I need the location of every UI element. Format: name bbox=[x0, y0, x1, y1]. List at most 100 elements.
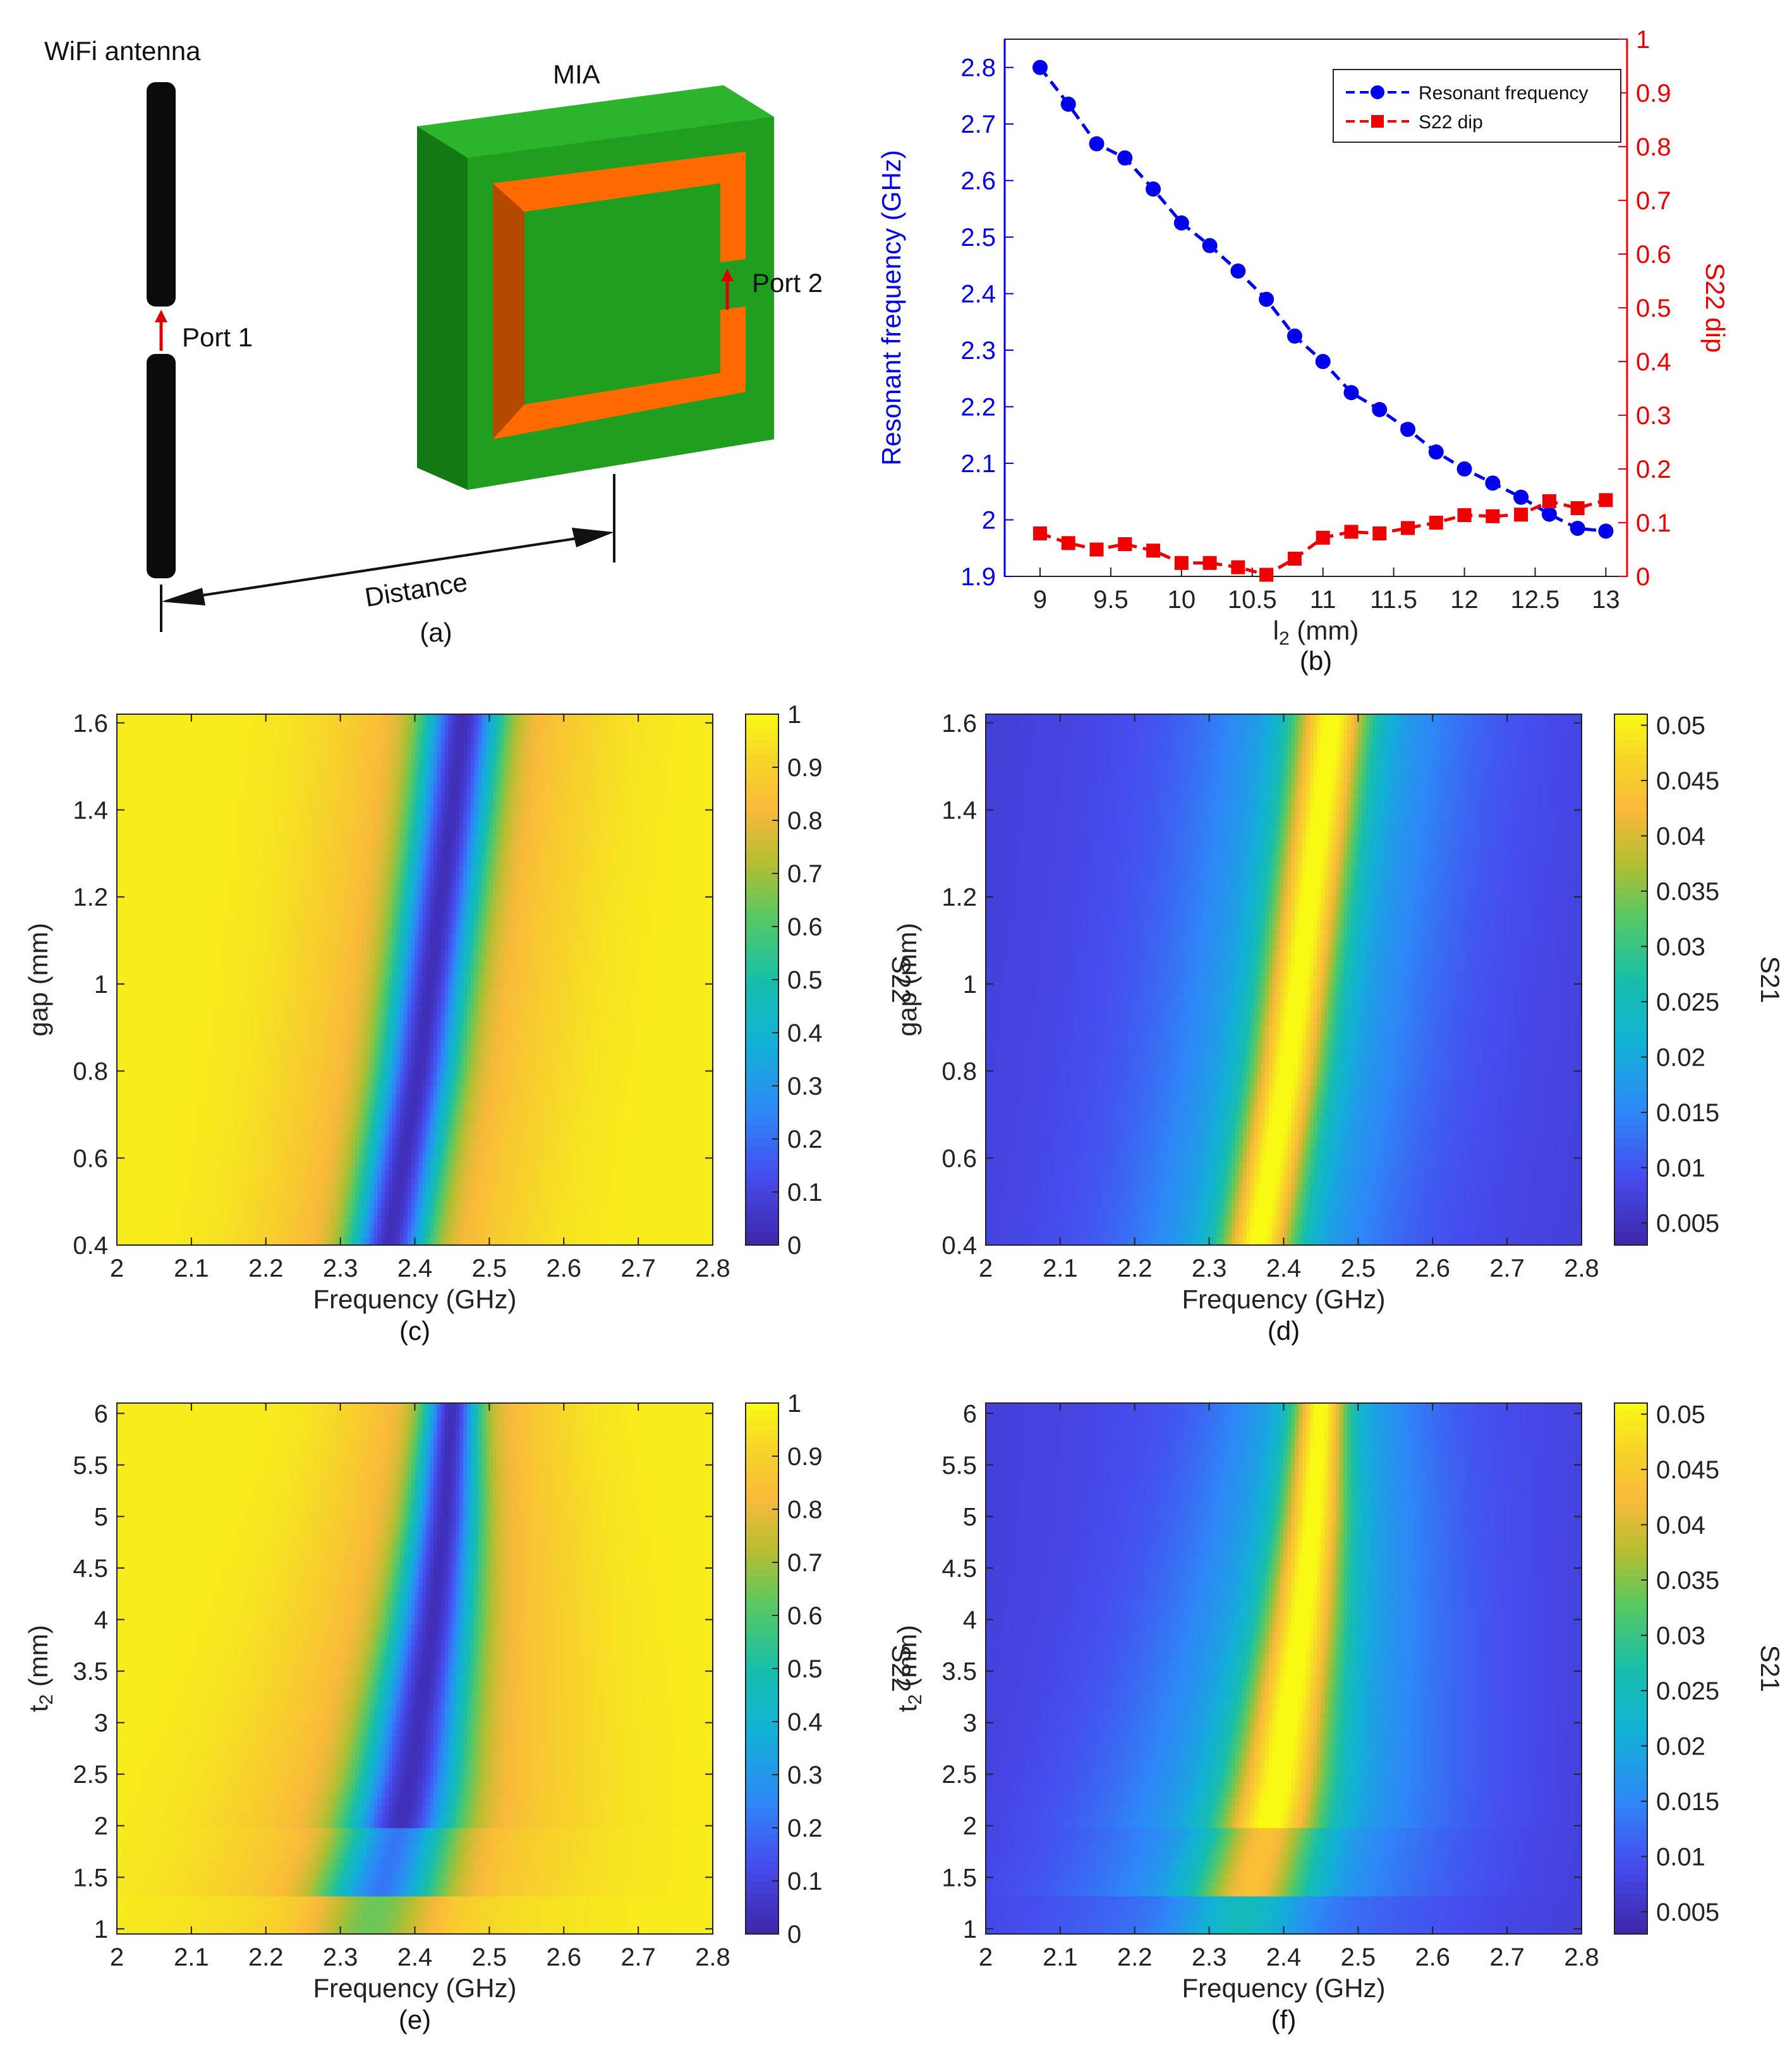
heatmap-cell bbox=[475, 1207, 478, 1215]
heatmap-cell bbox=[392, 1116, 396, 1124]
heatmap-cell bbox=[166, 1109, 169, 1117]
heatmap-cell bbox=[612, 1207, 616, 1215]
heatmap-cell bbox=[687, 1200, 691, 1208]
heatmap-cell bbox=[262, 1177, 266, 1185]
heatmap-cell bbox=[366, 1146, 370, 1155]
resonant-frequency-point bbox=[1372, 402, 1387, 417]
heatmap-cell bbox=[571, 1237, 575, 1246]
heatmap-cell bbox=[408, 1146, 411, 1155]
heatmap-cell bbox=[590, 1131, 594, 1140]
heatmap-cell bbox=[329, 1162, 333, 1170]
heatmap-cell bbox=[675, 1177, 679, 1185]
heatmap-cell bbox=[456, 1146, 459, 1155]
heatmap-cell bbox=[169, 1207, 173, 1215]
heatmap-cell bbox=[243, 1215, 247, 1223]
heatmap-cell bbox=[485, 1154, 489, 1162]
heatmap-cell bbox=[314, 1207, 318, 1215]
heatmap-cell bbox=[478, 1192, 482, 1200]
heatmap-cell bbox=[516, 1200, 519, 1208]
heatmap-cell bbox=[325, 1139, 329, 1147]
s22-dip-point bbox=[1401, 521, 1415, 535]
heatmap-cell bbox=[217, 1192, 221, 1200]
heatmap-cell bbox=[482, 1131, 486, 1140]
heatmap-cell bbox=[191, 1222, 195, 1231]
heatmap-cell bbox=[657, 1116, 661, 1124]
heatmap-cell bbox=[166, 1116, 169, 1124]
heatmap-cell bbox=[601, 1237, 605, 1246]
heatmap-cell bbox=[374, 1139, 378, 1147]
heatmap-cell bbox=[188, 1154, 191, 1162]
heatmap-cell bbox=[441, 1207, 445, 1215]
heatmap-cell bbox=[650, 1162, 653, 1170]
heatmap-cell bbox=[482, 1237, 486, 1246]
heatmap-cell bbox=[236, 1177, 240, 1185]
heatmap-cell bbox=[650, 1184, 653, 1193]
heatmap-cell bbox=[169, 1215, 173, 1223]
heatmap-cell bbox=[396, 1207, 400, 1215]
y-left-tick-label-b: 2.8 bbox=[960, 54, 996, 82]
heatmap-cell bbox=[437, 1192, 441, 1200]
heatmap-cell bbox=[143, 1116, 147, 1124]
heatmap-cell bbox=[132, 1131, 136, 1140]
heatmap-cell bbox=[701, 1230, 705, 1238]
heatmap-cell bbox=[441, 1184, 445, 1193]
heatmap-cell bbox=[538, 1200, 542, 1208]
heatmap-cell bbox=[418, 1169, 422, 1177]
heatmap-cell bbox=[370, 1207, 374, 1215]
heatmap-cell bbox=[210, 1131, 214, 1140]
heatmap-cell bbox=[210, 1169, 214, 1177]
heatmap-cell bbox=[121, 1139, 124, 1147]
heatmap-cell bbox=[217, 1124, 221, 1132]
heatmap-cell bbox=[150, 1184, 154, 1193]
heatmap-cell bbox=[482, 1177, 486, 1185]
heatmap-cell bbox=[255, 1154, 258, 1162]
heatmap-cell bbox=[344, 1146, 348, 1155]
heatmap-cell bbox=[132, 1109, 136, 1117]
heatmap-cell bbox=[597, 1200, 601, 1208]
heatmap-cell bbox=[389, 1124, 392, 1132]
heatmap-cell bbox=[239, 1116, 243, 1124]
heatmap-cell bbox=[545, 1207, 549, 1215]
heatmap-cell bbox=[239, 1207, 243, 1215]
heatmap-cell bbox=[705, 1222, 709, 1231]
heatmap-cell bbox=[303, 1139, 307, 1147]
heatmap-cell bbox=[516, 1207, 519, 1215]
heatmap-cell bbox=[281, 1237, 284, 1246]
heatmap-cell bbox=[694, 1162, 698, 1170]
heatmap-cell bbox=[452, 1192, 456, 1200]
heatmap-cell bbox=[251, 1192, 255, 1200]
heatmap-cell bbox=[586, 1184, 590, 1193]
resonant-frequency-point bbox=[1230, 264, 1245, 279]
heatmap-cell bbox=[169, 1162, 173, 1170]
heatmap-cell bbox=[381, 1154, 385, 1162]
heatmap-cell bbox=[247, 1237, 251, 1246]
heatmap-cell bbox=[508, 1230, 512, 1238]
heatmap-cell bbox=[333, 1207, 337, 1215]
heatmap-cell bbox=[348, 1200, 351, 1208]
heatmap-cell bbox=[363, 1146, 366, 1155]
heatmap-cell bbox=[191, 1177, 195, 1185]
heatmap-cell bbox=[329, 1154, 333, 1162]
heatmap-cell bbox=[191, 1192, 195, 1200]
heatmap-cell bbox=[508, 1215, 512, 1223]
heatmap-cell bbox=[359, 1116, 363, 1124]
heatmap-cell bbox=[214, 1116, 217, 1124]
heatmap-cell bbox=[463, 1215, 467, 1223]
heatmap-cell bbox=[135, 1230, 139, 1238]
heatmap-cell bbox=[593, 1237, 597, 1246]
heatmap-cell bbox=[124, 1131, 128, 1140]
heatmap-cell bbox=[303, 1169, 307, 1177]
heatmap-cell bbox=[627, 1169, 631, 1177]
heatmap-cell bbox=[392, 1146, 396, 1155]
heatmap-cell bbox=[385, 1109, 389, 1117]
heatmap-cell bbox=[545, 1184, 549, 1193]
heatmap-cell bbox=[612, 1192, 616, 1200]
heatmap-cell bbox=[206, 1237, 210, 1246]
heatmap-cell bbox=[534, 1237, 538, 1246]
heatmap-cell bbox=[333, 1139, 337, 1147]
y-right-tick-label-b: 1 bbox=[1636, 26, 1650, 54]
heatmap-cell bbox=[698, 1200, 701, 1208]
heatmap-cell bbox=[624, 1124, 627, 1132]
heatmap-cell bbox=[411, 1222, 415, 1231]
heatmap-cell bbox=[597, 1162, 601, 1170]
